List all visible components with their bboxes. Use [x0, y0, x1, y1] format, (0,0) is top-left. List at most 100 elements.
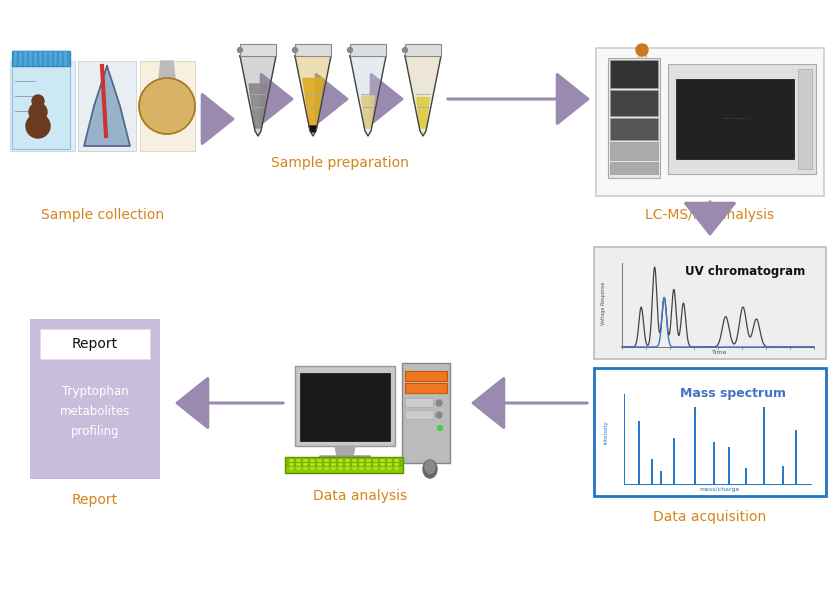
FancyBboxPatch shape — [40, 329, 150, 359]
FancyBboxPatch shape — [668, 64, 816, 174]
FancyBboxPatch shape — [78, 61, 136, 151]
Polygon shape — [240, 56, 276, 136]
FancyBboxPatch shape — [373, 467, 378, 470]
FancyBboxPatch shape — [394, 467, 399, 470]
FancyBboxPatch shape — [352, 467, 357, 470]
FancyBboxPatch shape — [324, 467, 329, 470]
Circle shape — [403, 47, 408, 53]
Text: Time: Time — [712, 350, 728, 356]
Polygon shape — [303, 79, 323, 128]
Circle shape — [348, 47, 353, 53]
FancyBboxPatch shape — [610, 60, 658, 88]
FancyBboxPatch shape — [324, 459, 329, 462]
FancyBboxPatch shape — [359, 459, 364, 462]
FancyBboxPatch shape — [610, 118, 658, 140]
FancyBboxPatch shape — [317, 467, 322, 470]
Circle shape — [26, 114, 50, 138]
FancyBboxPatch shape — [295, 366, 395, 446]
Polygon shape — [295, 56, 331, 136]
FancyBboxPatch shape — [331, 467, 336, 470]
FancyBboxPatch shape — [387, 463, 392, 466]
Text: intensity: intensity — [604, 420, 609, 444]
Polygon shape — [309, 126, 317, 132]
FancyBboxPatch shape — [798, 69, 812, 169]
FancyBboxPatch shape — [34, 51, 37, 66]
Text: Report: Report — [72, 337, 118, 351]
FancyBboxPatch shape — [366, 463, 371, 466]
FancyBboxPatch shape — [387, 459, 392, 462]
FancyBboxPatch shape — [64, 51, 67, 66]
FancyBboxPatch shape — [596, 48, 824, 196]
FancyBboxPatch shape — [285, 457, 403, 465]
FancyBboxPatch shape — [296, 459, 301, 462]
FancyBboxPatch shape — [608, 58, 660, 178]
Polygon shape — [240, 56, 276, 136]
Polygon shape — [249, 84, 267, 128]
FancyBboxPatch shape — [12, 51, 70, 66]
FancyBboxPatch shape — [359, 467, 364, 470]
FancyBboxPatch shape — [394, 459, 399, 462]
Polygon shape — [295, 56, 331, 136]
FancyBboxPatch shape — [24, 51, 27, 66]
FancyBboxPatch shape — [676, 79, 794, 159]
FancyBboxPatch shape — [49, 51, 52, 66]
Text: mass/charge: mass/charge — [700, 486, 741, 492]
FancyBboxPatch shape — [373, 463, 378, 466]
FancyBboxPatch shape — [405, 383, 447, 393]
Text: Sample collection: Sample collection — [41, 208, 164, 222]
FancyBboxPatch shape — [610, 142, 658, 160]
Polygon shape — [405, 56, 441, 136]
FancyBboxPatch shape — [594, 247, 826, 359]
Text: LC-MS/MS analysis: LC-MS/MS analysis — [646, 208, 775, 222]
FancyBboxPatch shape — [594, 368, 826, 496]
FancyBboxPatch shape — [345, 467, 350, 470]
Polygon shape — [350, 56, 386, 136]
FancyBboxPatch shape — [405, 410, 433, 419]
FancyBboxPatch shape — [303, 463, 308, 466]
FancyBboxPatch shape — [638, 44, 646, 58]
FancyBboxPatch shape — [296, 463, 301, 466]
Circle shape — [636, 44, 648, 56]
FancyBboxPatch shape — [352, 459, 357, 462]
FancyBboxPatch shape — [10, 61, 75, 151]
FancyBboxPatch shape — [373, 459, 378, 462]
FancyBboxPatch shape — [317, 463, 322, 466]
FancyBboxPatch shape — [345, 463, 350, 466]
FancyBboxPatch shape — [317, 459, 322, 462]
Circle shape — [436, 412, 442, 418]
Polygon shape — [318, 456, 372, 461]
Text: UV chromatogram: UV chromatogram — [685, 265, 805, 278]
FancyBboxPatch shape — [59, 51, 62, 66]
FancyBboxPatch shape — [338, 459, 343, 462]
FancyBboxPatch shape — [303, 459, 308, 462]
FancyBboxPatch shape — [366, 467, 371, 470]
FancyBboxPatch shape — [394, 463, 399, 466]
FancyBboxPatch shape — [405, 398, 433, 407]
FancyBboxPatch shape — [331, 463, 336, 466]
Text: Sample preparation: Sample preparation — [271, 156, 409, 170]
FancyBboxPatch shape — [380, 467, 385, 470]
Ellipse shape — [423, 460, 437, 478]
FancyBboxPatch shape — [610, 90, 658, 116]
Polygon shape — [350, 56, 386, 136]
FancyBboxPatch shape — [14, 51, 17, 66]
FancyBboxPatch shape — [300, 373, 390, 441]
Circle shape — [29, 103, 47, 121]
FancyBboxPatch shape — [380, 459, 385, 462]
FancyBboxPatch shape — [289, 459, 294, 462]
FancyBboxPatch shape — [331, 459, 336, 462]
FancyBboxPatch shape — [359, 463, 364, 466]
Text: Tryptophan
metabolites
profiling: Tryptophan metabolites profiling — [60, 385, 130, 439]
FancyBboxPatch shape — [296, 467, 301, 470]
Ellipse shape — [425, 460, 435, 473]
FancyBboxPatch shape — [289, 467, 294, 470]
FancyBboxPatch shape — [285, 457, 403, 473]
Circle shape — [238, 47, 243, 53]
Circle shape — [32, 95, 44, 107]
Polygon shape — [335, 446, 355, 456]
Text: Data analysis: Data analysis — [313, 489, 407, 503]
FancyBboxPatch shape — [350, 44, 386, 56]
FancyBboxPatch shape — [54, 51, 57, 66]
Text: Report: Report — [72, 493, 118, 507]
Circle shape — [438, 426, 443, 430]
